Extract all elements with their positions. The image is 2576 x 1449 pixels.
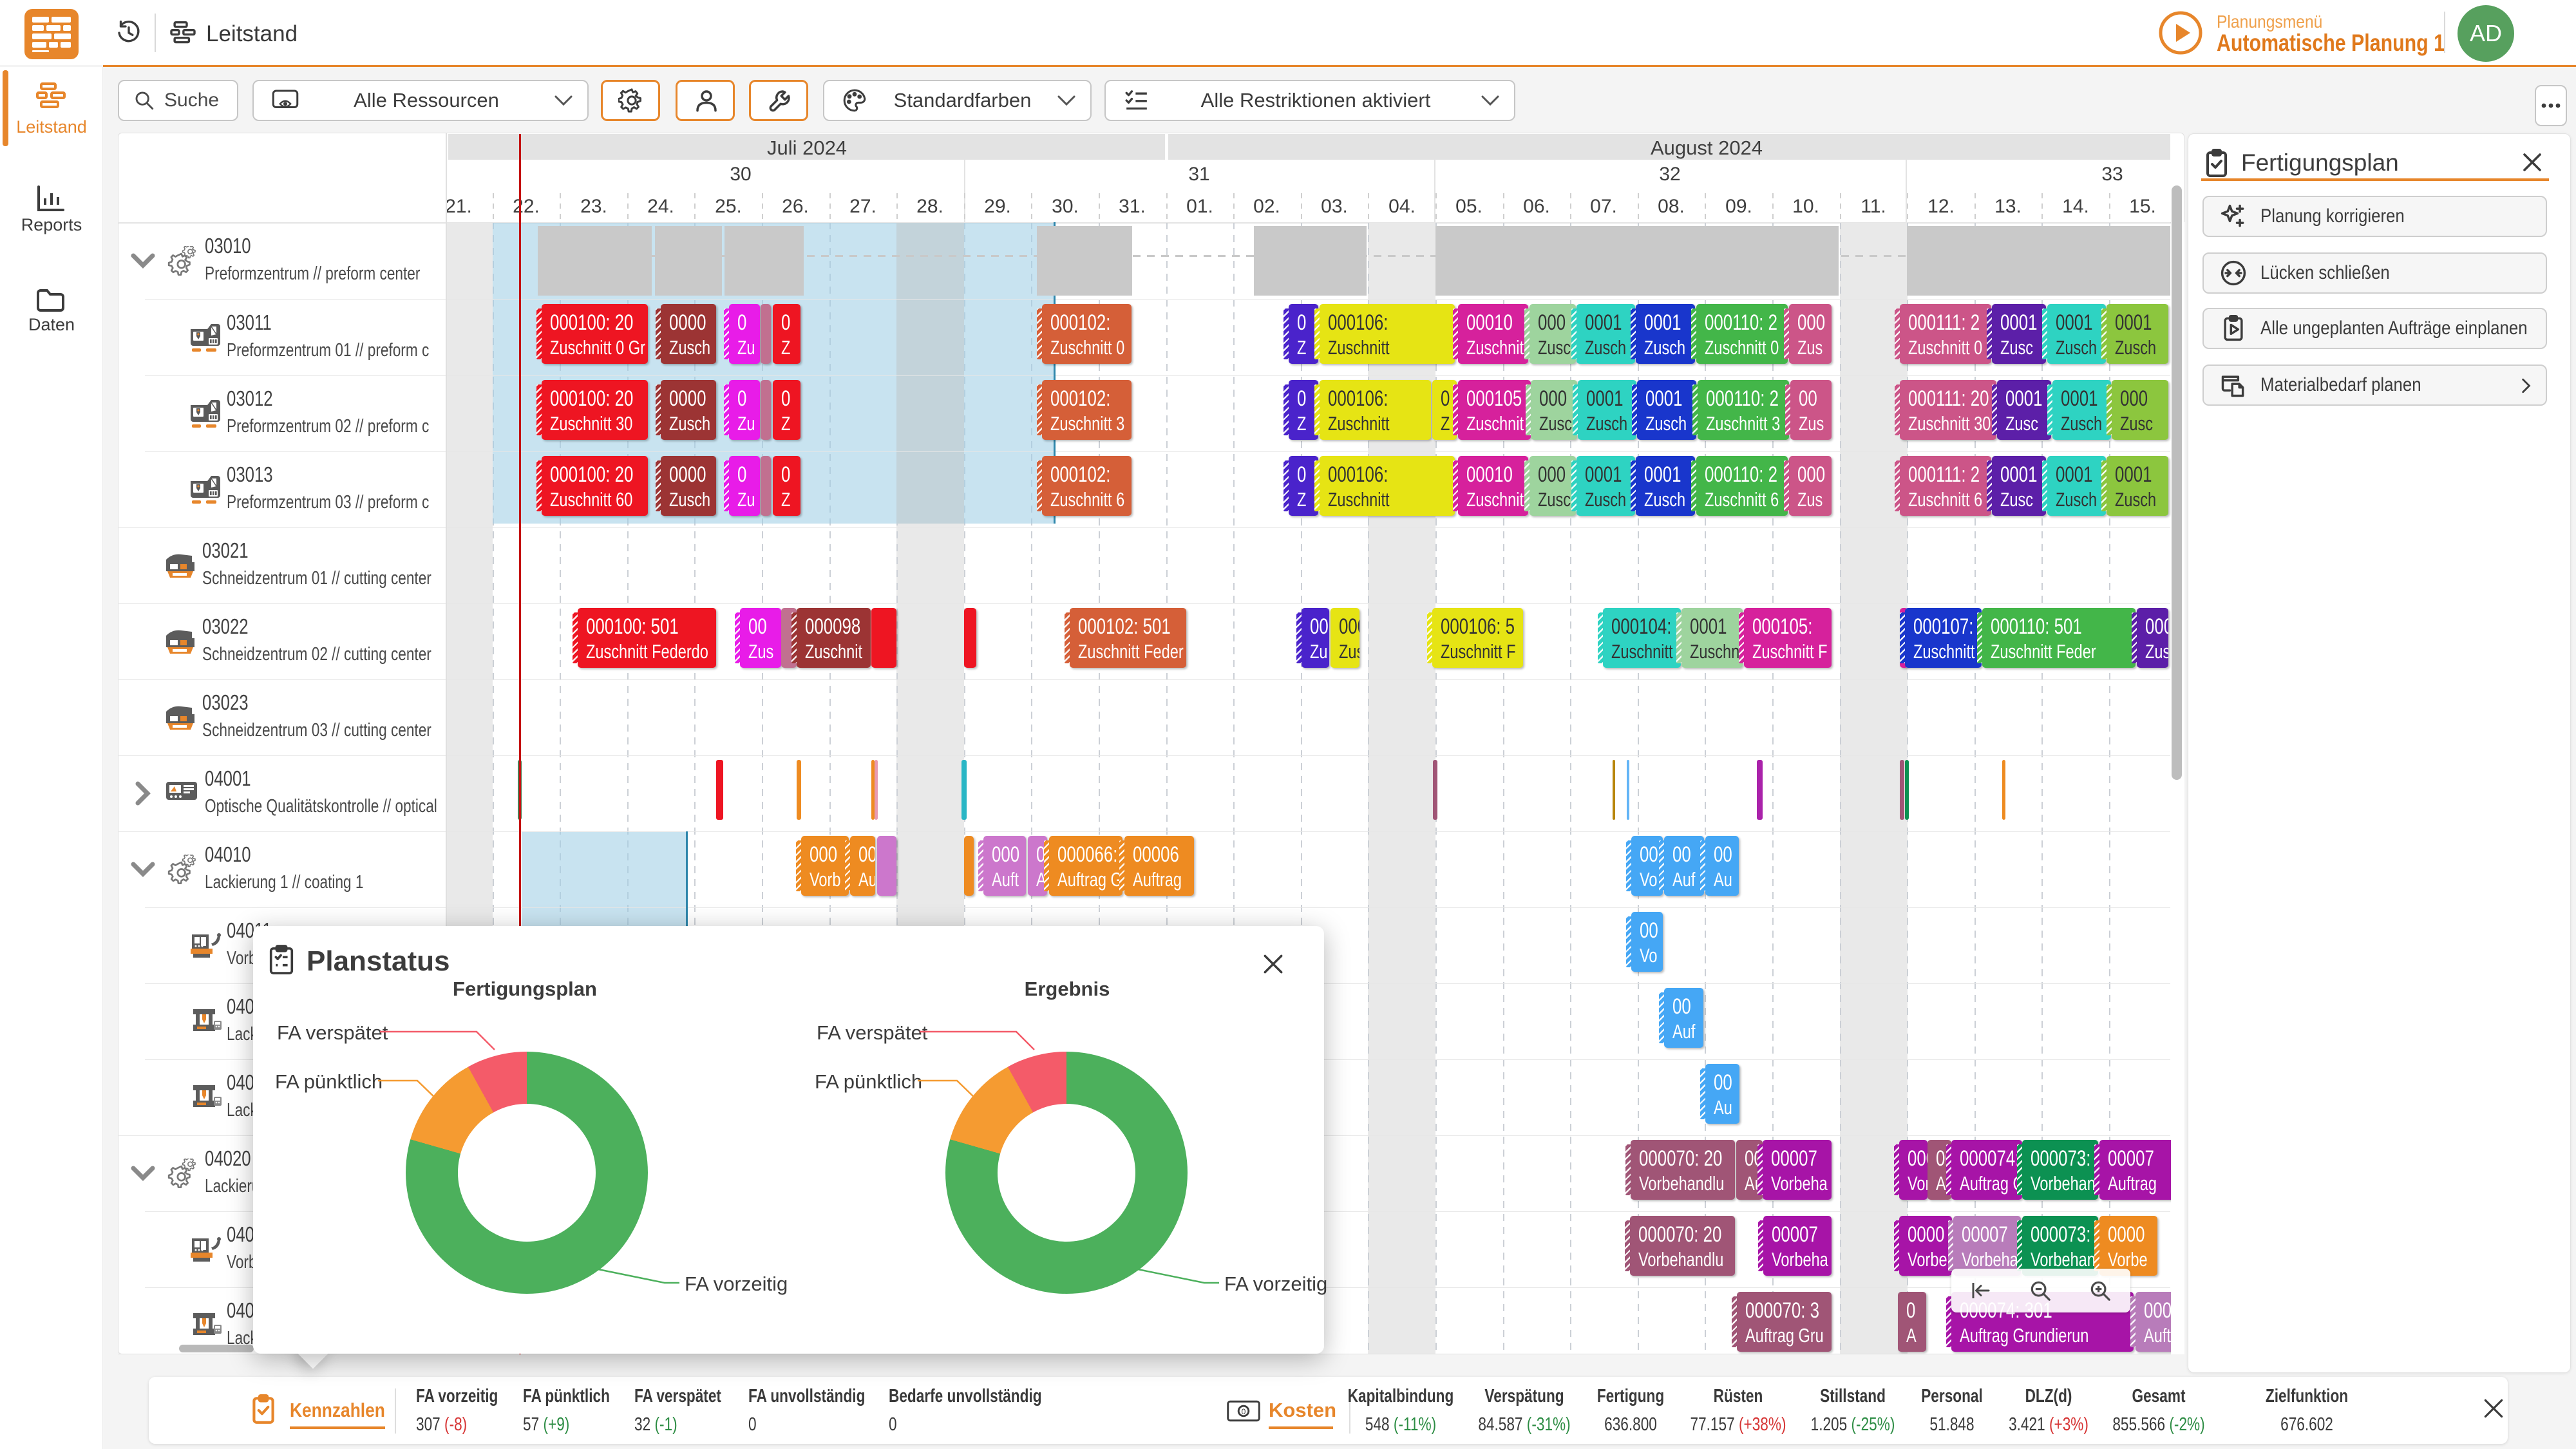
svg-text:0: 0 [1242,1407,1246,1416]
